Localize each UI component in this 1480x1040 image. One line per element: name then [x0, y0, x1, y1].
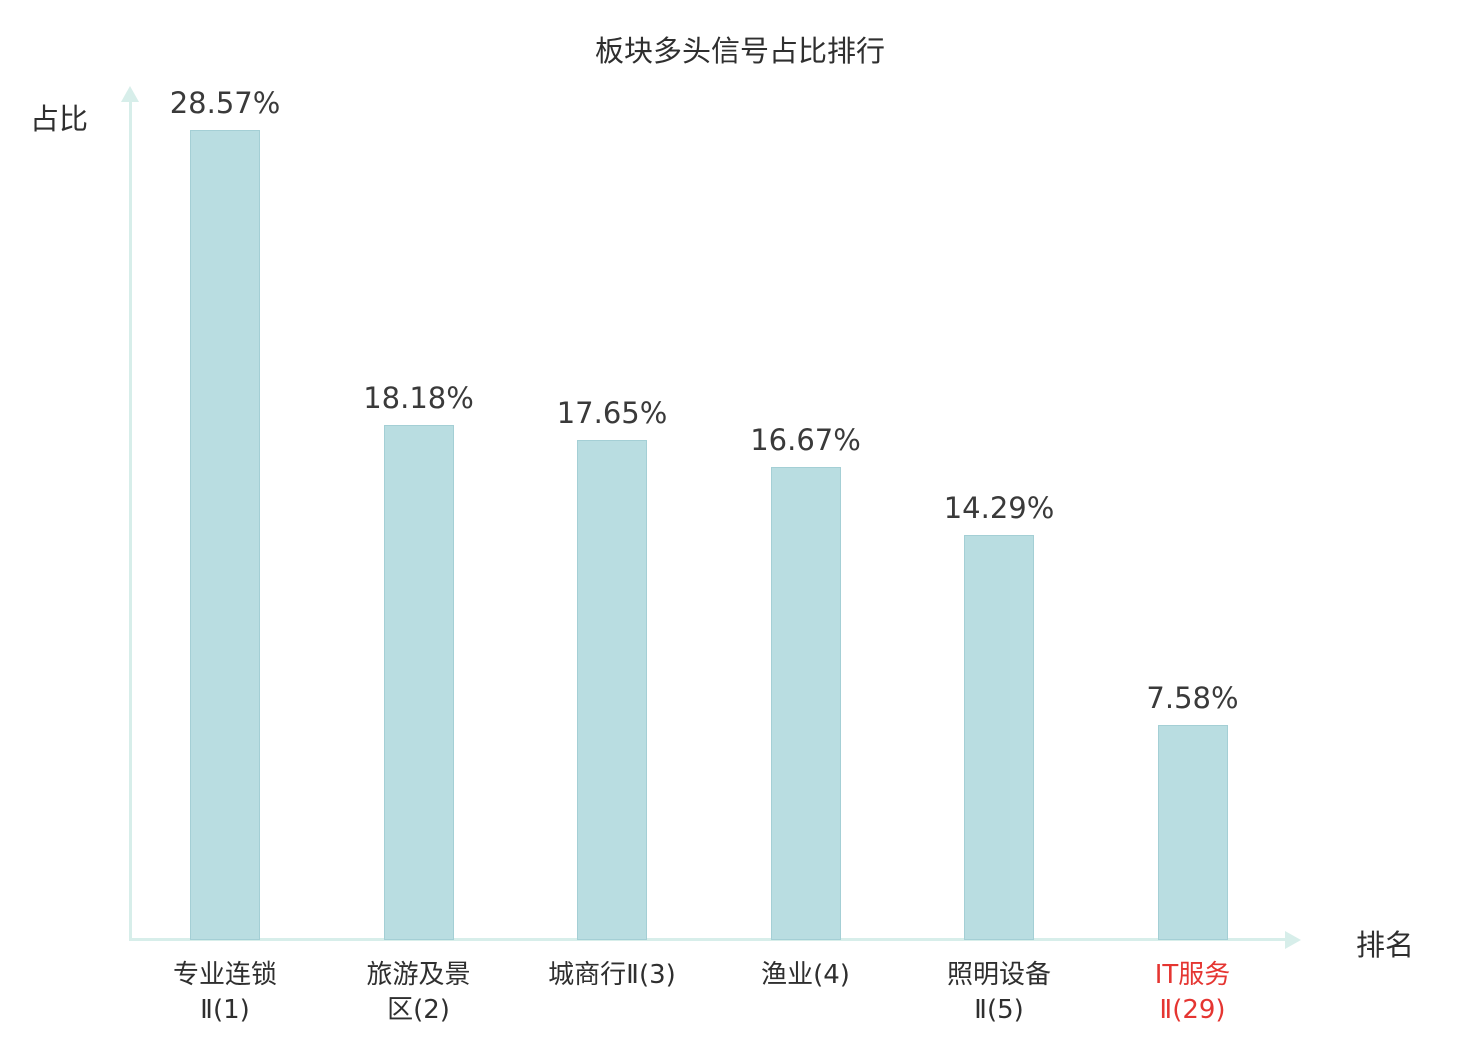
x-axis-line [129, 938, 1287, 941]
x-axis-arrow-icon [1285, 930, 1301, 949]
y-axis-arrow-icon [121, 86, 139, 102]
value-label: 28.57% [169, 86, 281, 120]
value-label: 14.29% [943, 491, 1055, 525]
category-label: 城商行Ⅱ(3) [548, 960, 676, 990]
category-label: 渔业(4) [761, 960, 850, 990]
value-label: 17.65% [556, 396, 668, 430]
y-axis-line [129, 100, 132, 940]
category-label: 旅游及景 区(2) [366, 960, 471, 1025]
category-label: IT服务 Ⅱ(29) [1154, 960, 1231, 1025]
category-label: 专业连锁 Ⅱ(1) [172, 960, 277, 1025]
value-label: 16.67% [750, 423, 861, 457]
bar [190, 130, 260, 940]
bar [577, 440, 647, 940]
bar [770, 467, 841, 940]
category-label: 照明设备 Ⅱ(5) [946, 960, 1051, 1025]
value-label: 7.58% [1146, 681, 1239, 715]
bar [964, 535, 1034, 940]
bar [383, 425, 454, 940]
bar [1157, 725, 1228, 940]
chart-title: 板块多头信号占比排行 [594, 34, 885, 68]
value-label: 18.18% [363, 381, 474, 415]
x-axis-label: 排名 [1356, 928, 1415, 962]
y-axis-label: 占比 [30, 102, 89, 136]
